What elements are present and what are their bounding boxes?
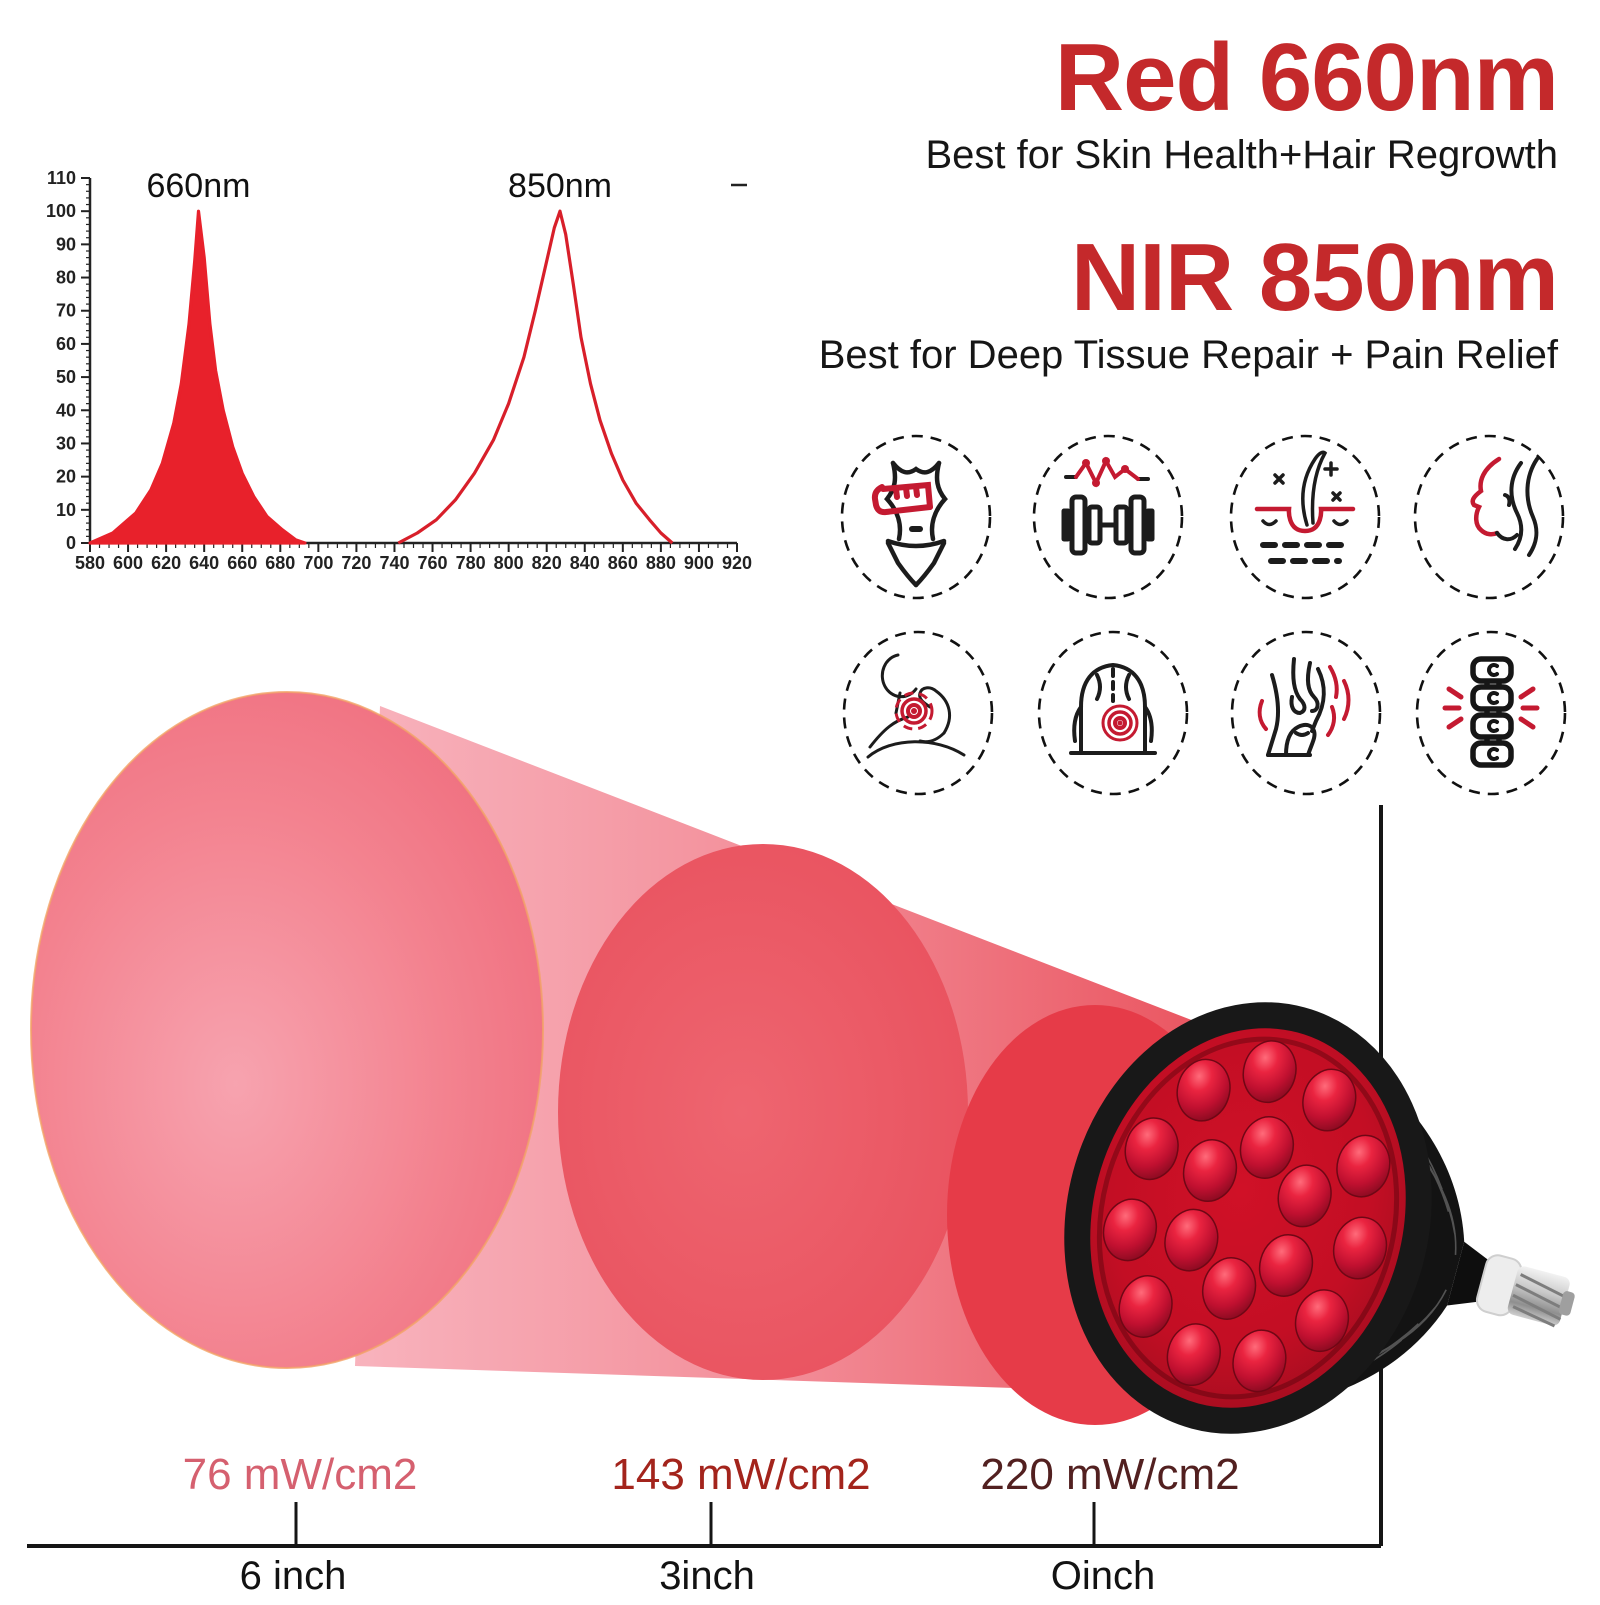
svg-text:840: 840	[570, 553, 600, 573]
led-bulb	[1064, 1002, 1575, 1434]
reflector-ring	[1096, 1036, 1400, 1400]
headline-block: Red 660nm Best for Skin Health+Hair Regr…	[768, 24, 1559, 377]
distance-0inch: Oinch	[1050, 1554, 1156, 1598]
svg-text:50: 50	[56, 367, 76, 387]
svg-text:40: 40	[56, 400, 76, 420]
svg-text:100: 100	[46, 201, 76, 221]
svg-text:110: 110	[47, 168, 76, 188]
led-array	[1102, 1040, 1391, 1393]
wavelength-spectrum-chart: 580 600 620 640 660 680 700 720 740 760 780 800 820 8…	[28, 145, 760, 595]
facial-care-icon	[1411, 433, 1567, 601]
svg-text:90: 90	[56, 234, 76, 254]
svg-text:900: 900	[684, 553, 714, 573]
svg-text:600: 600	[113, 553, 143, 573]
svg-text:620: 620	[151, 553, 181, 573]
headline-gap	[768, 176, 1558, 228]
svg-text:920: 920	[722, 553, 752, 573]
screw-threads	[1512, 1273, 1566, 1328]
svg-text:660nm: 660nm	[146, 167, 250, 205]
distance-6inch: 6 inch	[239, 1554, 347, 1598]
irradiance-0inch: 220 mW/cm2	[980, 1450, 1240, 1499]
back-pain-relief-icon	[1035, 629, 1191, 797]
beam-circle-6inch	[30, 691, 544, 1369]
svg-text:10: 10	[56, 500, 76, 520]
svg-text:860: 860	[608, 553, 638, 573]
muscle-fitness-icon	[1030, 433, 1186, 601]
spine-health-icon	[1413, 629, 1569, 797]
svg-text:880: 880	[646, 553, 676, 573]
svg-text:680: 680	[265, 553, 295, 573]
svg-text:20: 20	[56, 467, 76, 487]
svg-text:720: 720	[341, 553, 371, 573]
svg-text:0: 0	[66, 533, 76, 553]
waist-measurement-icon	[838, 433, 994, 601]
beam-svg	[27, 691, 1575, 1548]
svg-text:70: 70	[56, 301, 76, 321]
light-cone-diagram	[0, 640, 1600, 1600]
svg-text:820: 820	[532, 553, 562, 573]
nir-850-subtitle: Best for Deep Tissue Repair + Pain Relie…	[818, 332, 1558, 377]
red-660-title: Red 660nm	[1054, 24, 1559, 131]
svg-text:580: 580	[75, 553, 105, 573]
joint-pain-relief-icon	[1228, 629, 1384, 797]
svg-text:80: 80	[56, 268, 76, 288]
irradiance-6inch: 76 mW/cm2	[182, 1450, 418, 1499]
svg-text:740: 740	[379, 553, 409, 573]
svg-text:800: 800	[494, 553, 524, 573]
svg-text:660: 660	[227, 553, 257, 573]
red-660-subtitle: Best for Skin Health+Hair Regrowth	[925, 132, 1559, 177]
svg-text:780: 780	[456, 553, 486, 573]
distance-3inch: 3inch	[659, 1554, 755, 1598]
neck-pain-relief-icon	[840, 629, 996, 797]
spectrum-svg: 580 600 620 640 660 680 700 720 740 760 780 800 820 8…	[46, 167, 752, 573]
svg-text:760: 760	[418, 553, 448, 573]
nir-850-title: NIR 850nm	[1070, 223, 1559, 331]
irradiance-3inch: 143 mW/cm2	[611, 1450, 871, 1499]
svg-text:60: 60	[56, 334, 76, 354]
svg-text:850nm: 850nm	[508, 167, 612, 205]
skin-hair-follicle-icon	[1227, 433, 1383, 601]
svg-text:30: 30	[56, 433, 76, 453]
beam-circle-3inch	[558, 844, 968, 1380]
svg-text:640: 640	[189, 553, 219, 573]
base-tip	[1558, 1291, 1575, 1316]
svg-text:700: 700	[303, 553, 333, 573]
